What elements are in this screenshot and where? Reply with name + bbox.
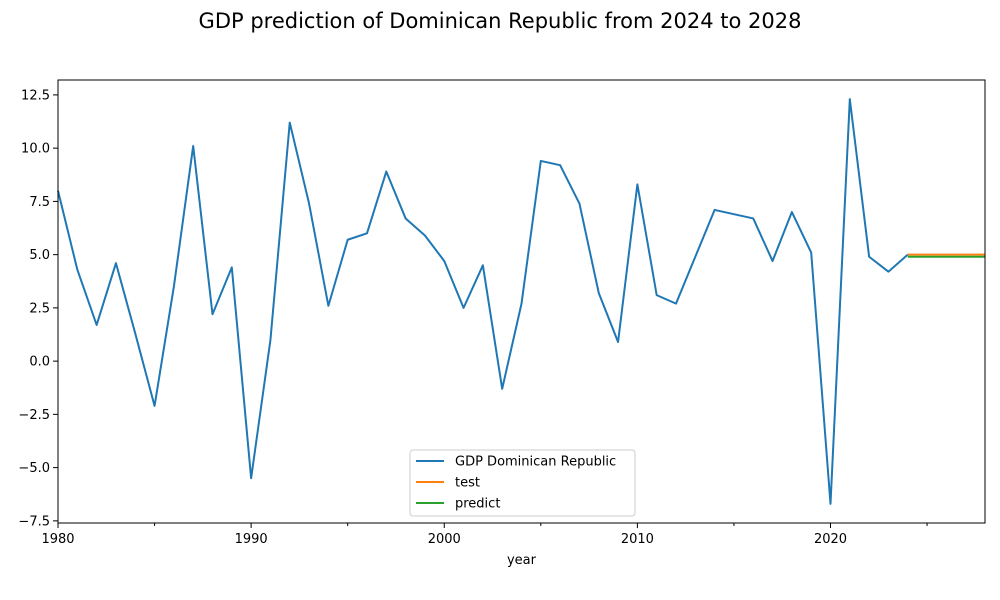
plot-frame [57, 79, 986, 524]
y-tick-label: 2.5 [29, 301, 50, 316]
legend-label: GDP Dominican Republic [455, 455, 616, 470]
legend-label: predict [455, 497, 500, 512]
y-tick-label: −7.5 [18, 514, 50, 529]
legend-label: test [455, 476, 480, 491]
y-tick-label: −5.0 [18, 461, 50, 476]
y-tick-label: 5.0 [29, 248, 50, 263]
x-tick-label: 1980 [41, 532, 74, 547]
y-tick-label: 7.5 [29, 195, 50, 210]
x-tick-label: 2020 [814, 532, 847, 547]
x-axis-label: year [507, 553, 537, 568]
chart-title: GDP prediction of Dominican Republic fro… [199, 9, 802, 33]
y-tick-label: 0.0 [29, 355, 50, 370]
y-tick-label: 12.5 [21, 88, 50, 103]
y-tick-label: −2.5 [18, 408, 50, 423]
x-tick-label: 2000 [428, 532, 461, 547]
ticks-layer: 1980 1990 2000 2010 2020 −7.5 −5.0 −2.5 0.0 2.5 5.… [18, 88, 928, 547]
x-tick-label: 1990 [235, 532, 268, 547]
legend-box [409, 449, 636, 517]
series-line-0 [57, 98, 909, 505]
legend: GDP Dominican Republic test predict [409, 449, 636, 517]
series-layer [57, 98, 985, 505]
y-tick-label: 10.0 [21, 142, 50, 157]
x-tick-label: 2010 [621, 532, 654, 547]
